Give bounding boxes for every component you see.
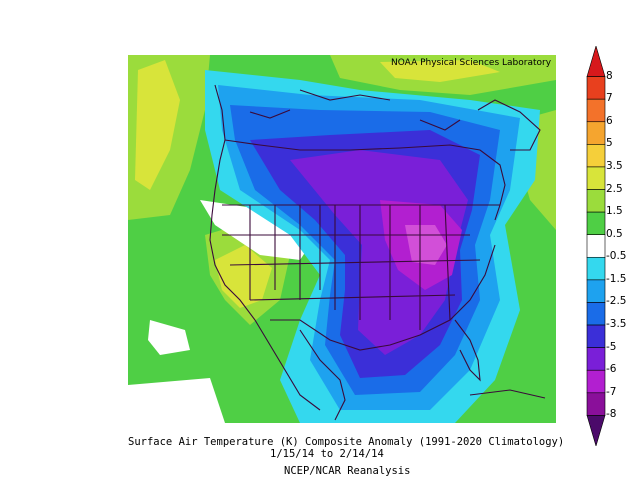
colorbar-tick-label: -1.5: [606, 272, 627, 285]
colorbar-tick-label: 2.5: [606, 182, 623, 195]
colorbar-swatch: [586, 369, 606, 394]
caption-source: NCEP/NCAR Reanalysis: [284, 465, 411, 477]
credit-text: NOAA Physical Sciences Laboratory: [391, 58, 552, 68]
coastlines: [209, 84, 546, 421]
colorbar-tick-label: -7: [606, 385, 617, 398]
colorbar-tick-label: -8: [606, 408, 617, 421]
colorbar-swatch: [586, 347, 606, 371]
colorbar-tick-label: 7: [606, 92, 613, 105]
colorbar-tick-label: -2.5: [606, 295, 627, 308]
colorbar-swatch: [586, 211, 606, 236]
colorbar-tick-label: -0.5: [606, 250, 627, 263]
colorbar-swatch: [586, 324, 606, 348]
caption-title: Surface Air Temperature (K) Composite An…: [128, 436, 565, 448]
colorbar-tick-label: 1.5: [606, 205, 623, 218]
region-pacific-warmer: [135, 60, 180, 190]
region-neutral-pacific: [148, 320, 190, 355]
colorbar: [586, 46, 606, 446]
colorbar-swatch: [586, 302, 606, 326]
region-arctic-warmer: [380, 60, 500, 82]
colorbar-tick-label: -3.5: [606, 318, 627, 331]
colorbar-swatch: [586, 279, 606, 303]
colorbar-tick-label: 0.5: [606, 227, 623, 240]
colorbar-swatch: [586, 144, 606, 168]
colorbar-tick-label: -5: [606, 340, 617, 353]
colorbar-swatch: [586, 189, 606, 213]
region-southwest-warmer: [215, 245, 272, 308]
caption-dates: 1/15/14 to 2/14/14: [270, 448, 384, 460]
band-violet: [290, 150, 468, 355]
colorbar-swatch: [586, 46, 606, 77]
colorbar-swatch: [586, 234, 606, 258]
colorbar-swatch: [586, 166, 606, 190]
colorbar-swatch: [586, 76, 606, 100]
colorbar-tick-label: 5: [606, 137, 613, 150]
colorbar-tick-label: 8: [606, 69, 613, 82]
colorbar-swatch: [586, 256, 606, 281]
colorbar-tick-label: 3.5: [606, 159, 623, 172]
colorbar-swatch: [586, 415, 606, 446]
colorbar-swatch: [586, 98, 606, 123]
colorbar-swatch: [586, 392, 606, 416]
colorbar-swatch: [586, 121, 606, 145]
colorbar-tick-label: 6: [606, 114, 613, 127]
colorbar-tick-label: -6: [606, 363, 617, 376]
region-neutral-south: [128, 378, 225, 423]
